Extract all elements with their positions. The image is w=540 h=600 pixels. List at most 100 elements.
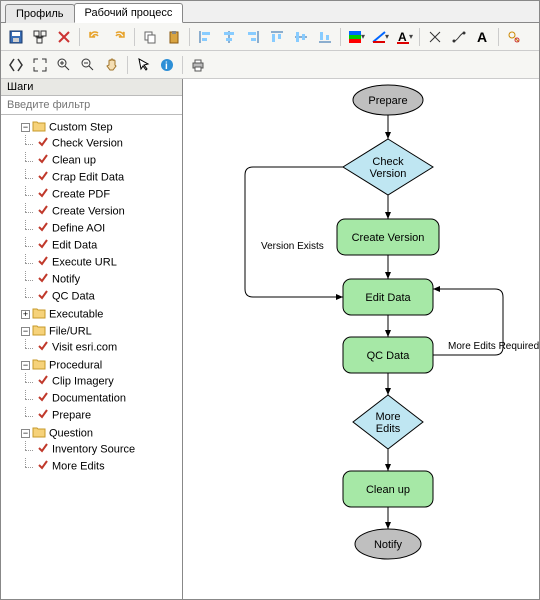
text-tool-button[interactable]: A (472, 26, 494, 48)
align-bottom-button[interactable] (314, 26, 336, 48)
tree-item[interactable]: Documentation (35, 390, 180, 407)
expand-icon[interactable]: + (21, 310, 30, 319)
node-label: Edit Data (365, 292, 411, 304)
toolbar-separator (134, 28, 135, 46)
filter-input[interactable] (1, 96, 182, 114)
save-button[interactable] (5, 26, 27, 48)
cut-button[interactable] (424, 26, 446, 48)
toolbar-view: i (1, 51, 539, 79)
tree-item[interactable]: Define AOI (35, 220, 180, 237)
check-icon (37, 204, 49, 219)
pan-button[interactable] (101, 54, 123, 76)
collapse-icon[interactable]: − (21, 361, 30, 370)
tree-item[interactable]: Clip Imagery (35, 373, 180, 390)
align-middle-v-button[interactable] (290, 26, 312, 48)
app-root: Профиль Рабочий процесс ▾ ▾ A▾ A (0, 0, 540, 600)
tree-item-label: Define AOI (52, 223, 105, 235)
check-icon (37, 459, 49, 474)
tree-item-label: Create Version (52, 206, 125, 218)
toolbar-separator (340, 28, 341, 46)
layout-button[interactable] (29, 26, 51, 48)
check-icon (37, 255, 49, 270)
find-button[interactable] (503, 26, 525, 48)
tree-item-label: Check Version (52, 138, 123, 150)
delete-button[interactable] (53, 26, 75, 48)
chevron-down-icon: ▾ (361, 32, 365, 41)
node-label: Check (372, 156, 404, 168)
align-center-h-button[interactable] (218, 26, 240, 48)
flow-edge (245, 167, 343, 297)
main-split: Шаги −Custom StepCheck VersionClean upCr… (1, 79, 539, 599)
tree-item[interactable]: Execute URL (35, 254, 180, 271)
tree-item-label: Visit esri.com (52, 342, 117, 354)
tree-item[interactable]: More Edits (35, 458, 180, 475)
tree-group[interactable]: − File/URL Visit esri.com (19, 323, 180, 357)
undo-button[interactable] (84, 26, 106, 48)
font-color-button[interactable]: A▾ (393, 26, 415, 48)
collapse-icon[interactable]: − (21, 123, 30, 132)
folder-icon (32, 358, 46, 373)
line-color-button[interactable]: ▾ (369, 26, 391, 48)
edge-label: More Edits Required (448, 341, 539, 352)
redo-button[interactable] (108, 26, 130, 48)
tree-item[interactable]: Create Version (35, 203, 180, 220)
workflow-canvas[interactable]: Version ExistsMore Edits RequiredPrepare… (183, 79, 539, 599)
tree-item-label: Clean up (52, 155, 96, 167)
pointer-button[interactable] (132, 54, 154, 76)
fill-color-button[interactable]: ▾ (345, 26, 367, 48)
tree-item[interactable]: QC Data (35, 288, 180, 305)
check-icon (37, 170, 49, 185)
check-icon (37, 408, 49, 423)
copy-button[interactable] (139, 26, 161, 48)
toggle-panel-button[interactable] (5, 54, 27, 76)
tree-item-label: Notify (52, 274, 80, 286)
tree-item-label: Documentation (52, 393, 126, 405)
tree-item[interactable]: Inventory Source (35, 441, 180, 458)
check-icon (37, 238, 49, 253)
fit-button[interactable] (29, 54, 51, 76)
tree-item-label: More Edits (52, 461, 105, 473)
collapse-icon[interactable]: − (21, 327, 30, 336)
toolbar-separator (498, 28, 499, 46)
tree-item[interactable]: Crap Edit Data (35, 169, 180, 186)
check-icon (37, 136, 49, 151)
tree-item[interactable]: Edit Data (35, 237, 180, 254)
tab-label: Рабочий процесс (85, 7, 173, 19)
tree-group[interactable]: +Executable (19, 306, 180, 323)
tree-group[interactable]: −ProceduralClip ImageryDocumentationPrep… (19, 357, 180, 425)
node-label: Edits (376, 423, 401, 435)
folder-icon (32, 120, 46, 135)
tab-profile[interactable]: Профиль (5, 4, 75, 23)
node-label: Clean up (366, 484, 410, 496)
tree-item[interactable]: Notify (35, 271, 180, 288)
connector-button[interactable] (448, 26, 470, 48)
toolbar-separator (419, 28, 420, 46)
edge-label: Version Exists (261, 241, 324, 252)
tree-group-label: File/URL (49, 326, 92, 338)
toolbar-separator (127, 56, 128, 74)
info-button[interactable]: i (156, 54, 178, 76)
toolbar-main: ▾ ▾ A▾ A (1, 23, 539, 51)
tree-group-label: Question (49, 428, 93, 440)
zoom-out-button[interactable] (77, 54, 99, 76)
align-left-button[interactable] (194, 26, 216, 48)
align-right-button[interactable] (242, 26, 264, 48)
tree-item[interactable]: Create PDF (35, 186, 180, 203)
svg-text:A: A (477, 29, 487, 45)
tab-workflow[interactable]: Рабочий процесс (74, 3, 184, 23)
zoom-in-button[interactable] (53, 54, 75, 76)
tree-item[interactable]: Check Version (35, 135, 180, 152)
paste-button[interactable] (163, 26, 185, 48)
toolbar-separator (182, 56, 183, 74)
print-button[interactable] (187, 54, 209, 76)
tree-item[interactable]: Prepare (35, 407, 180, 424)
tree-item[interactable]: Visit esri.com (35, 339, 180, 356)
tree-group[interactable]: − QuestionInventory Source More Edits (19, 425, 180, 476)
tree-item[interactable]: Clean up (35, 152, 180, 169)
tree-group[interactable]: −Custom StepCheck VersionClean upCrap Ed… (19, 119, 180, 306)
collapse-icon[interactable]: − (21, 429, 30, 438)
side-panel: Шаги −Custom StepCheck VersionClean upCr… (1, 79, 183, 599)
node-label: QC Data (367, 350, 411, 362)
align-top-button[interactable] (266, 26, 288, 48)
check-icon (37, 391, 49, 406)
